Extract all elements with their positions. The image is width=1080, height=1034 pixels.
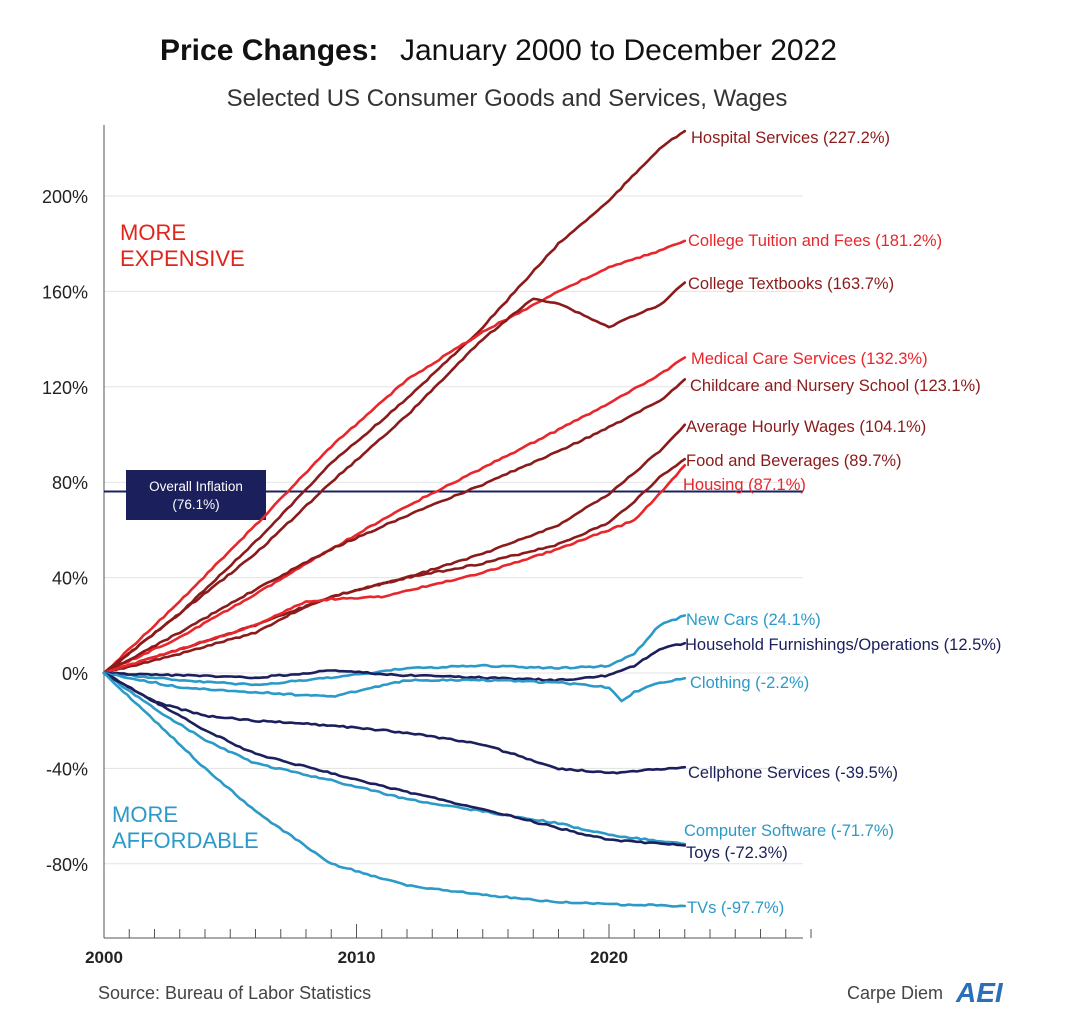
series-label: Toys (-72.3%) (686, 844, 788, 862)
series-line (102, 378, 687, 675)
series-line (102, 671, 687, 703)
series-label: Clothing (-2.2%) (690, 674, 809, 692)
series-labels: Hospital Services (227.2%) College Tuitio… (683, 129, 1001, 917)
series-line (102, 281, 687, 675)
series-line (102, 129, 687, 675)
more-expensive-annotation: MORE EXPENSIVE (120, 220, 245, 271)
series-label: Medical Care Services (132.3%) (691, 350, 928, 368)
y-axis-ticks: 200% 160% 120% 80% 40% 0% -40% -80% (42, 187, 88, 875)
series-line (102, 423, 687, 675)
overall-inflation-value: (76.1%) (172, 497, 219, 512)
series-label: Hospital Services (227.2%) (691, 129, 890, 147)
series-line (102, 239, 687, 675)
x-tick-label: 2010 (338, 948, 376, 967)
y-tick-label: -40% (46, 759, 88, 779)
y-tick-label: 0% (62, 664, 88, 684)
series-label: Childcare and Nursery School (123.1%) (690, 377, 981, 395)
series-line (102, 464, 687, 675)
series-label: Computer Software (-71.7%) (684, 822, 894, 840)
more-affordable-annotation: MORE AFFORDABLE (112, 802, 259, 853)
series-lines (102, 129, 687, 908)
overall-inflation-label-box (126, 470, 266, 520)
series-line (102, 671, 687, 908)
series-line (102, 457, 687, 675)
chart-title-bold: Price Changes: (160, 34, 378, 67)
series-label: New Cars (24.1%) (686, 611, 821, 629)
series-label: Food and Beverages (89.7%) (686, 452, 902, 470)
zone-expensive-line2: EXPENSIVE (120, 246, 245, 271)
y-tick-label: 160% (42, 282, 88, 302)
x-tick-label: 2000 (85, 948, 123, 967)
brand-name: Carpe Diem (847, 983, 943, 1003)
zone-affordable-line1: MORE (112, 802, 178, 827)
y-tick-label: 200% (42, 187, 88, 207)
y-tick-label: 40% (52, 569, 88, 589)
overall-inflation-reference: Overall Inflation (76.1%) (104, 470, 803, 520)
y-tick-label: 80% (52, 473, 88, 493)
series-label: Cellphone Services (-39.5%) (688, 764, 898, 782)
chart-title: January 2000 to December 2022 (400, 34, 837, 67)
source-note: Source: Bureau of Labor Statistics (98, 983, 371, 1003)
series-line (102, 671, 687, 775)
series-label: Household Furnishings/Operations (12.5%) (685, 636, 1001, 654)
series-label: College Tuition and Fees (181.2%) (688, 232, 942, 250)
overall-inflation-label: Overall Inflation (149, 479, 243, 494)
series-label: Average Hourly Wages (104.1%) (686, 418, 926, 436)
series-line (102, 356, 687, 675)
x-axis-ticks: 2000 2010 2020 (85, 924, 812, 967)
y-tick-label: 120% (42, 378, 88, 398)
series-label: TVs (-97.7%) (687, 899, 784, 917)
y-tick-label: -80% (46, 855, 88, 875)
x-tick-label: 2020 (590, 948, 628, 967)
aei-logo-text: AEI (955, 977, 1004, 1008)
series-label: Housing (87.1%) (683, 476, 806, 494)
series-line (102, 641, 687, 683)
series-line (102, 671, 687, 846)
series-label: College Textbooks (163.7%) (688, 275, 894, 293)
series-line (102, 614, 687, 687)
chart-subtitle: Selected US Consumer Goods and Services,… (227, 85, 788, 112)
series-line (102, 671, 687, 847)
aei-logo: AEI (955, 977, 1004, 1008)
zone-expensive-line1: MORE (120, 220, 186, 245)
zone-affordable-line2: AFFORDABLE (112, 828, 259, 853)
